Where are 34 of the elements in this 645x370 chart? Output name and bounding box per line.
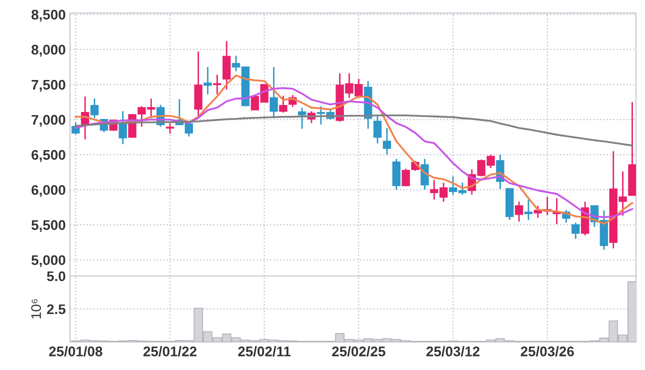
candlestick <box>222 40 231 90</box>
candlestick <box>298 106 306 130</box>
y-tick-label: 8,500 <box>32 10 66 22</box>
y-axis-title: 10⁶ <box>31 299 42 319</box>
candlestick <box>194 50 202 119</box>
candlestick <box>382 127 392 156</box>
x-tick-label: 25/03/12 <box>426 346 480 357</box>
y-tick-label: 6,000 <box>32 185 66 197</box>
x-tick-label: 25/01/08 <box>49 346 102 357</box>
candlestick <box>213 74 222 96</box>
candlestick <box>279 95 288 114</box>
y-tick-label: 8,000 <box>32 44 66 57</box>
candlestick <box>524 198 533 221</box>
y-tick-label: 5.0 <box>46 271 66 282</box>
candlestick <box>118 110 127 145</box>
x-tick-label: 25/02/25 <box>332 346 386 357</box>
y-tick-label: 7,500 <box>32 80 66 92</box>
candlestick <box>373 115 382 144</box>
candlestick <box>420 158 429 190</box>
y-tick-label: 5,500 <box>32 220 66 232</box>
candlestick <box>270 66 278 119</box>
candlestick <box>572 222 580 240</box>
x-tick-label: 25/03/26 <box>520 346 574 357</box>
candlestick <box>402 168 410 186</box>
x-tick-label: 25/02/11 <box>238 346 291 357</box>
candlestick <box>392 158 400 190</box>
y-tick-label: 7,000 <box>32 114 66 127</box>
y-tick-label: 2.5 <box>47 304 66 314</box>
candlestick <box>90 98 99 119</box>
candlestick <box>204 66 212 96</box>
candlestick <box>514 200 524 222</box>
y-tick-label: 6,500 <box>32 150 66 162</box>
x-tick-label: 25/01/22 <box>143 346 196 357</box>
y-tick-label: 5,000 <box>32 255 66 268</box>
